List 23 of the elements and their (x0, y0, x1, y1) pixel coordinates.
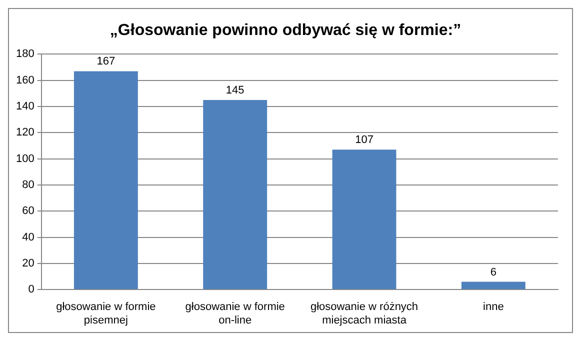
bar (332, 150, 396, 290)
x-tick-label: głosowanie w formie pisemnej (56, 301, 156, 326)
bar (74, 71, 138, 290)
data-label: 167 (96, 56, 116, 68)
y-tick-label: 0 (28, 284, 34, 296)
y-tick-label: 160 (16, 74, 34, 86)
data-label: 145 (226, 84, 244, 97)
data-label: 6 (490, 266, 496, 278)
x-tick-label: głosowanie w różnych miejscach miasta (310, 301, 418, 326)
x-tick-label: głosowanie w formie on-line (185, 301, 285, 326)
bar (203, 100, 268, 290)
y-tick-label: 180 (16, 48, 34, 60)
y-tick-label: 20 (22, 257, 34, 270)
data-label: 107 (355, 134, 374, 146)
y-tick-label: 40 (22, 231, 34, 244)
x-tick-label: inne (483, 301, 504, 314)
y-tick-label: 140 (16, 100, 34, 113)
bar (461, 282, 526, 290)
chart-title: „Głosowanie powinno odbywać się w formie:” (110, 22, 462, 40)
y-tick-label: 60 (22, 205, 34, 218)
y-tick-label: 100 (16, 152, 34, 165)
y-tick-label: 120 (16, 126, 34, 139)
y-tick-label: 80 (22, 179, 34, 192)
